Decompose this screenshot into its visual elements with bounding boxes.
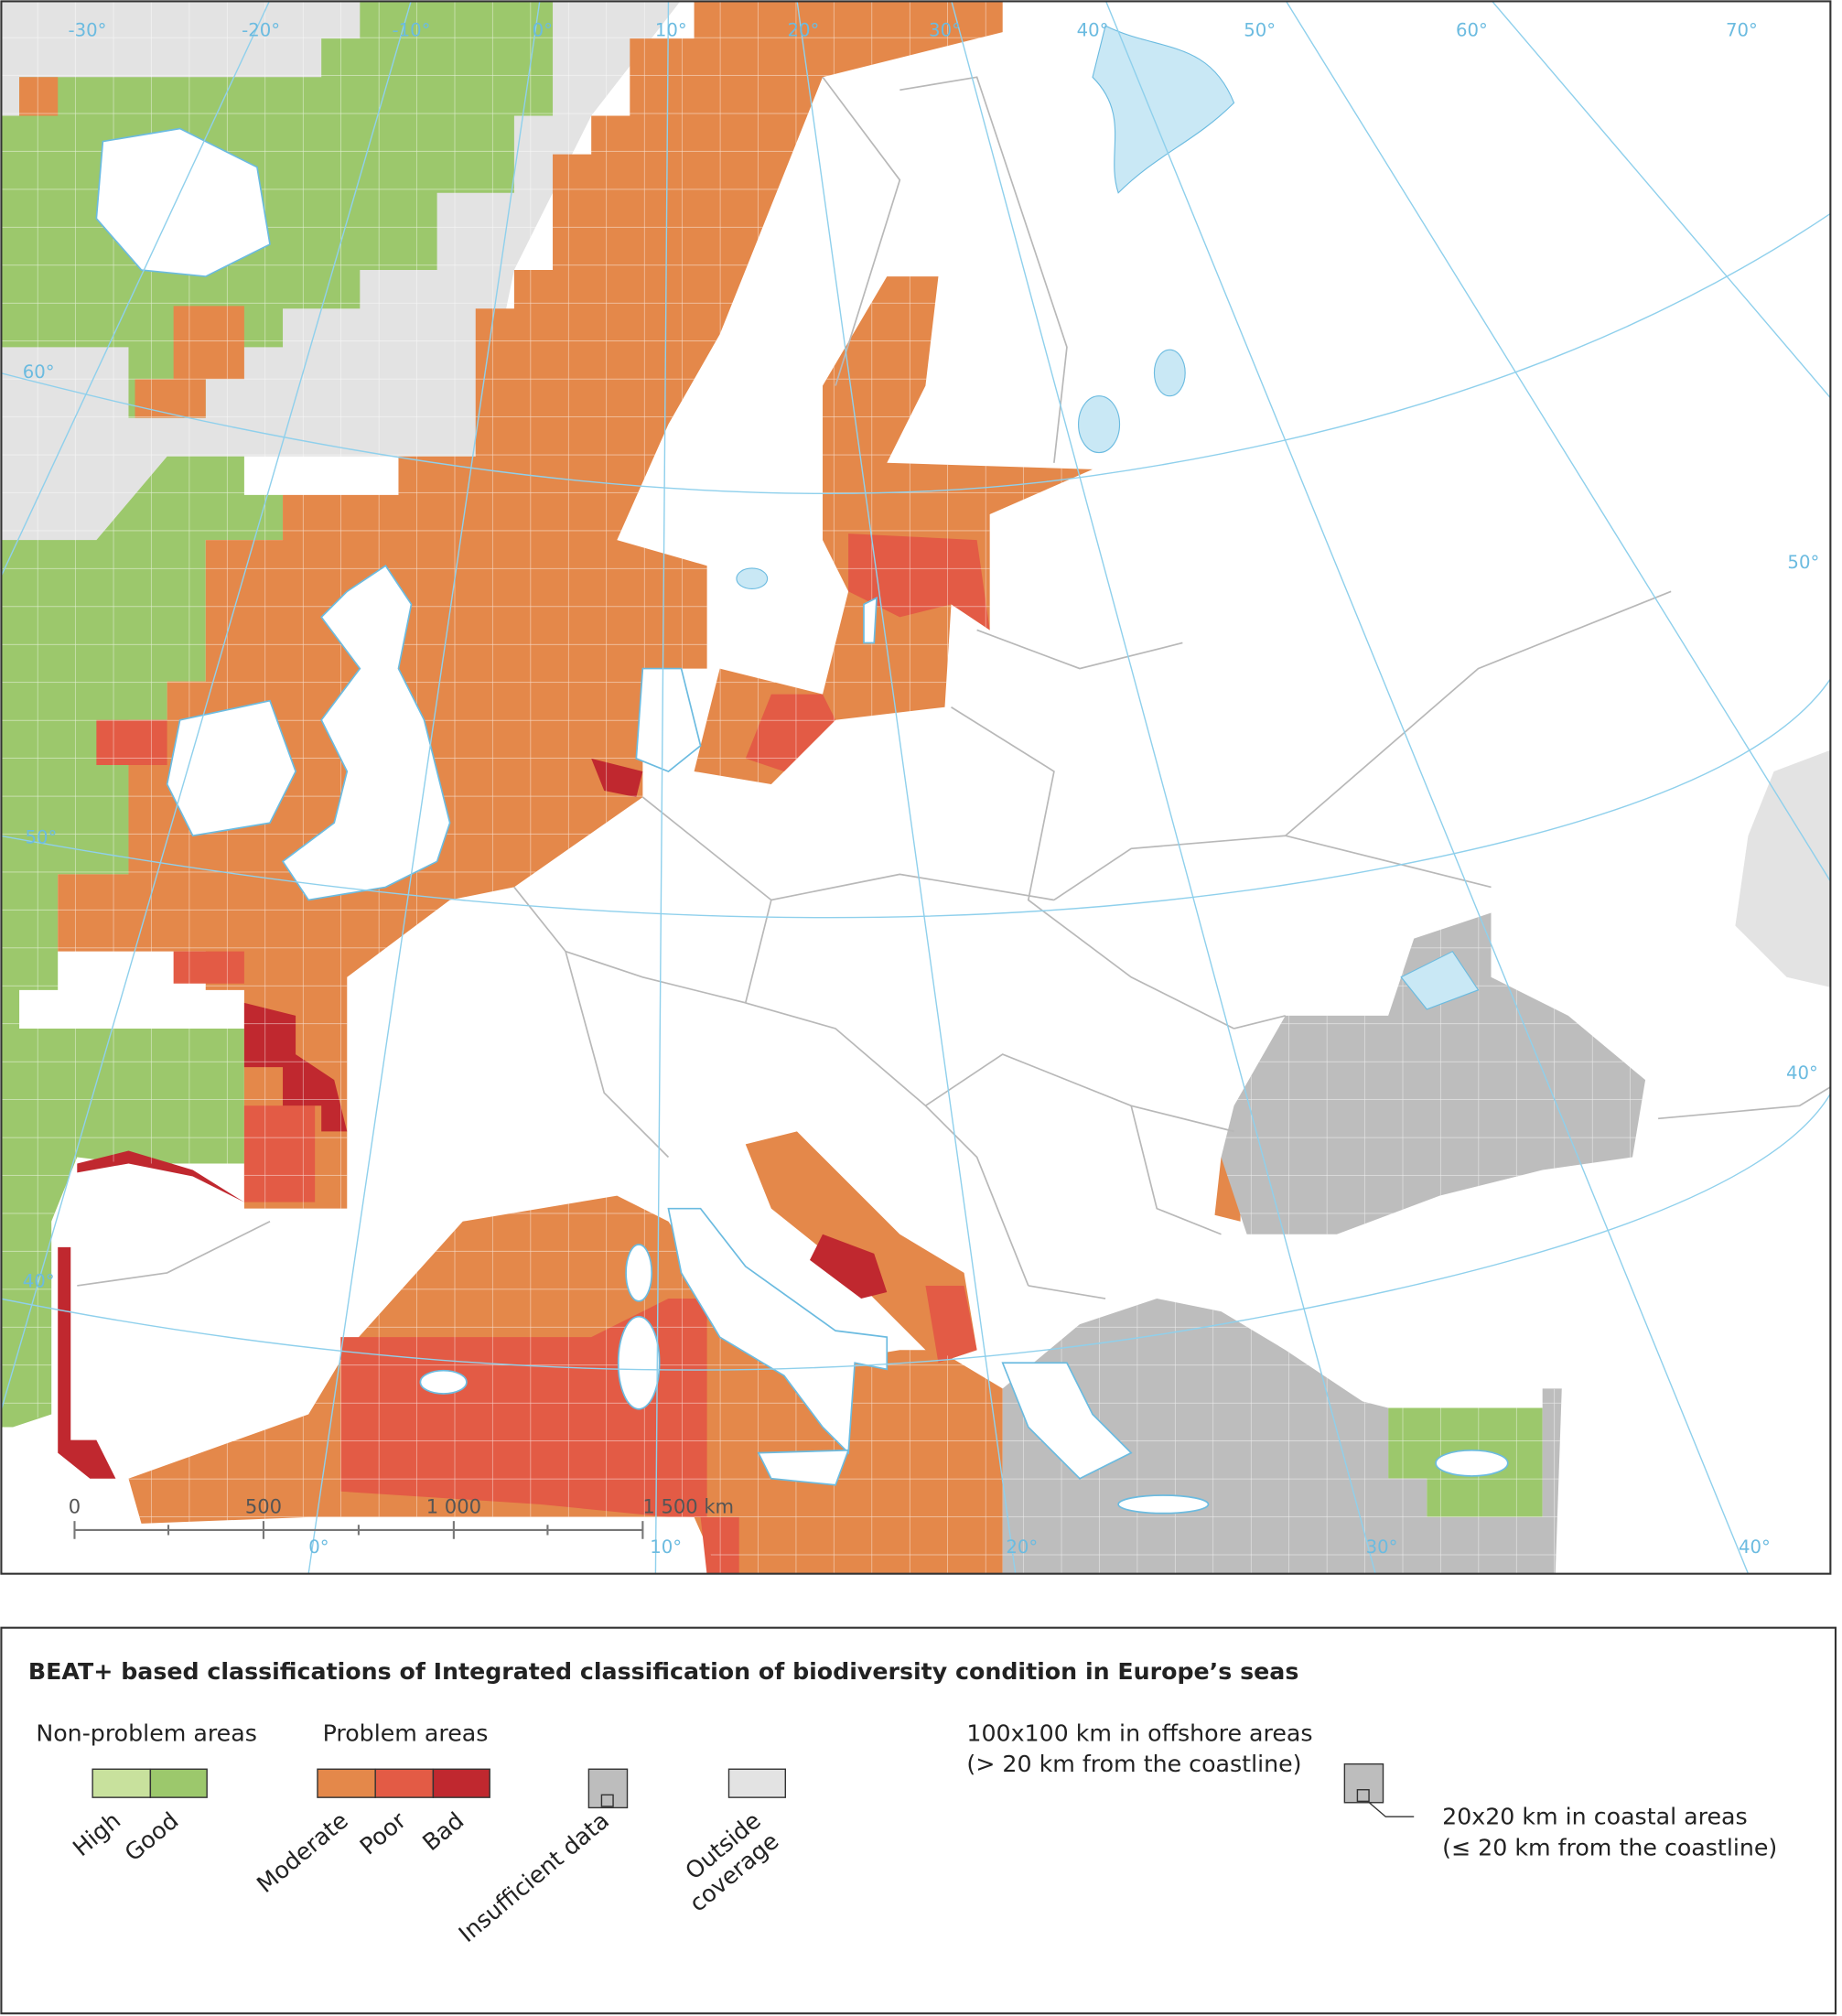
sea-of-azov (1400, 950, 1480, 1010)
legend-note: 100x100 km in offshore areas (966, 1720, 1312, 1746)
graticule-line (1, 1, 1831, 1574)
leader-line (1367, 1800, 1415, 1817)
longitude-label: 60° (1456, 19, 1488, 40)
map (1, 1, 1831, 1574)
legend-box (0, 1626, 1837, 2015)
longitude-label: 70° (1726, 19, 1758, 40)
italy (667, 1207, 889, 1455)
legend-title: BEAT+ based classifications of Integrate… (28, 1658, 1298, 1685)
lake (736, 567, 769, 590)
longitude-label: 10° (655, 19, 687, 40)
swatch-small-cell (600, 1794, 614, 1807)
graticule-line (1, 677, 1831, 919)
longitude-label: 50° (1244, 19, 1276, 40)
latitude-label: 40° (23, 1270, 55, 1291)
crete (1117, 1494, 1210, 1515)
lake (1078, 395, 1121, 454)
map-frame (0, 0, 1832, 1575)
longitude-label: 10° (650, 1536, 682, 1558)
swatch-outside (727, 1768, 787, 1798)
scale-label: 0 (69, 1495, 81, 1518)
swatch-coastal (1356, 1789, 1370, 1803)
longitude-label: -30° (69, 19, 107, 40)
outside-coverage (1735, 749, 1831, 987)
longitude-label: 0° (308, 1536, 329, 1558)
swatch-moderate (317, 1768, 376, 1798)
great-britain (281, 565, 451, 901)
scale-label: 1 500 km (642, 1495, 734, 1518)
legend-note: (> 20 km from the coastline) (966, 1751, 1301, 1777)
scale-bar (73, 1521, 644, 1539)
longitude-label: 30° (929, 19, 961, 40)
longitude-label: 30° (1366, 1536, 1398, 1558)
land (95, 127, 1509, 1515)
sicily (757, 1449, 850, 1486)
mallorca (419, 1369, 468, 1395)
longitude-label: 40° (1077, 19, 1109, 40)
white-sea (1092, 25, 1235, 194)
scale-label: 500 (245, 1495, 282, 1518)
legend-note: 20x20 km in coastal areas (1442, 1804, 1748, 1830)
iceland (95, 127, 271, 277)
denmark (635, 667, 702, 772)
longitude-label: 20° (1006, 1536, 1038, 1558)
latitude-label: 40° (1786, 1062, 1818, 1083)
longitude-label: -20° (242, 19, 280, 40)
ireland (166, 699, 297, 837)
legend-heading: Problem areas (323, 1720, 489, 1746)
graticule-line (1, 1092, 1831, 1371)
latitude-label: 50° (1787, 552, 1819, 573)
gotland (863, 596, 878, 644)
lake (1153, 349, 1186, 397)
corsica (625, 1244, 653, 1302)
swatch-bad (432, 1768, 490, 1798)
legend-note: (≤ 20 km from the coastline) (1442, 1834, 1777, 1860)
graticule (1, 1, 1831, 1574)
border (77, 76, 1831, 1299)
longitude-label: 0° (533, 19, 553, 40)
latitude-label: 50° (26, 827, 58, 848)
greece (1001, 1362, 1133, 1480)
legend-heading: Non-problem areas (36, 1720, 257, 1746)
swatch-poor (374, 1768, 435, 1798)
scale-label: 1 000 (426, 1495, 481, 1518)
latitude-label: 60° (23, 361, 55, 383)
graticule-line (1, 212, 1831, 495)
longitude-label: -10° (393, 19, 431, 40)
longitude-label: 20° (788, 19, 820, 40)
cyprus (1435, 1449, 1509, 1477)
borders (77, 76, 1831, 1299)
lakes (736, 25, 1480, 1010)
longitude-label: 40° (1739, 1536, 1771, 1558)
sardinia (617, 1315, 661, 1410)
swatch-high (92, 1768, 152, 1798)
swatch-good (149, 1768, 208, 1798)
scale-line (73, 1521, 644, 1539)
